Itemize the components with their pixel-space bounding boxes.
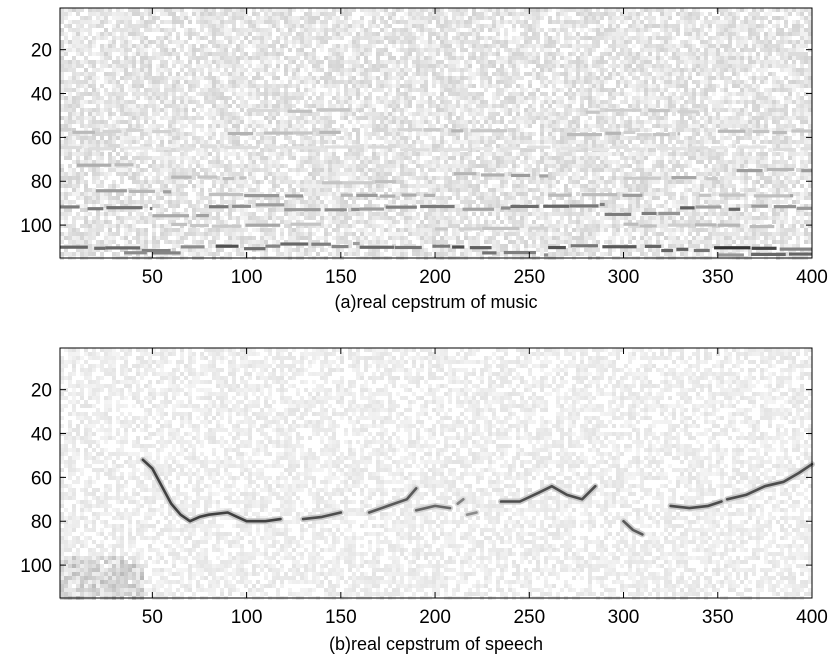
harmonic-band-31 [397, 128, 507, 133]
y-tick-label: 100 [20, 556, 52, 577]
harmonic-band-39 [623, 222, 775, 229]
harmonic-band-21 [548, 193, 643, 197]
harmonic-band-33 [717, 129, 812, 135]
pitch-contour-2 [367, 487, 418, 514]
harmonic-band-27 [623, 176, 718, 181]
harmonic-band-24 [171, 175, 247, 181]
harmonic-band-5 [359, 244, 492, 250]
heatmap-area-music [60, 8, 812, 260]
axis-ticks-speech: 50 100 150 200 250 300 350 400 20 40 60 80 100 [20, 348, 828, 628]
x-tick-label: 350 [702, 607, 734, 628]
harmonic-band-7 [548, 244, 662, 250]
heatmap-area-speech [60, 348, 815, 600]
harmonic-band-0 [60, 245, 106, 250]
harmonic-band-37 [171, 222, 321, 228]
y-tick-label: 20 [31, 41, 52, 62]
x-tick-label: 250 [513, 267, 545, 288]
harmonic-band-22 [698, 193, 794, 198]
pitch-contour-9 [725, 462, 814, 501]
harmonic-band-12 [208, 203, 285, 209]
harmonic-band-8 [661, 246, 812, 253]
x-tick-label: 400 [796, 607, 828, 628]
y-tick-label: 80 [31, 172, 52, 193]
pitch-contour-4 [456, 498, 465, 505]
harmonic-band-26 [453, 172, 549, 178]
harmonic-band-16 [604, 211, 681, 216]
pitch-contour-7 [622, 519, 644, 536]
chart-panel-music: 50 100 150 200 250 300 350 400 20 40 60 80 100 (a)re… [20, 7, 828, 312]
chart-panel-speech: 50 100 150 200 250 300 350 400 20 40 60 80 100 (b)re… [20, 347, 828, 654]
harmonic-band-18 [95, 189, 172, 194]
harmonic-band-20 [340, 193, 436, 198]
x-tick-label: 300 [608, 607, 640, 628]
harmonic-band-2 [124, 251, 181, 255]
harmonic-band-19 [208, 192, 304, 198]
harmonic-band-23 [76, 163, 134, 167]
x-tick-label: 100 [231, 267, 263, 288]
x-tick-label: 200 [419, 267, 451, 288]
x-tick-label: 250 [513, 607, 545, 628]
x-tick-label: 50 [142, 607, 163, 628]
noise-texture [60, 348, 812, 600]
harmonic-band-13 [284, 207, 360, 212]
x-axis-label-speech: (b)real cepstrum of speech [329, 634, 543, 654]
x-tick-label: 50 [142, 267, 163, 288]
harmonic-band-35 [585, 108, 699, 114]
y-tick-label: 20 [31, 381, 52, 402]
x-tick-label: 150 [325, 607, 357, 628]
harmonic-band-28 [736, 167, 812, 173]
harmonic-band-14 [359, 204, 511, 211]
x-tick-label: 150 [325, 267, 357, 288]
harmonic-band-29 [60, 127, 172, 134]
x-tick-label: 400 [796, 267, 828, 288]
harmonic-band-25 [321, 180, 397, 185]
x-tick-label: 300 [608, 267, 640, 288]
harmonic-band-36 [60, 145, 812, 152]
plot-frame-speech [59, 347, 813, 599]
y-tick-label: 80 [31, 512, 52, 533]
y-tick-label: 40 [31, 425, 52, 446]
harmonic-band-38 [435, 226, 549, 231]
pitch-contour-1 [301, 511, 343, 521]
y-tick-label: 40 [31, 85, 52, 106]
x-axis-label-music: (a)real cepstrum of music [334, 292, 537, 312]
harmonic-band-17 [680, 204, 812, 211]
pitch-contour-5 [465, 511, 478, 516]
harmonic-band-30 [227, 130, 341, 136]
noise-texture [60, 8, 812, 260]
harmonic-band-4 [265, 241, 360, 249]
harmonic-band-32 [566, 130, 681, 137]
pitch-contour-0 [141, 458, 282, 523]
harmonic-band-10 [60, 205, 153, 211]
pitch-contour-6 [499, 484, 597, 503]
harmonic-band-9 [717, 252, 812, 257]
x-tick-label: 100 [231, 607, 263, 628]
x-tick-label: 350 [702, 267, 734, 288]
y-tick-label: 60 [31, 468, 52, 489]
x-tick-label: 200 [419, 607, 451, 628]
pitch-contour-8 [669, 500, 723, 510]
harmonic-band-1 [105, 246, 171, 253]
y-tick-label: 60 [31, 128, 52, 149]
plot-frame-music [59, 7, 813, 259]
harmonic-band-15 [510, 202, 605, 209]
harmonic-band-34 [246, 108, 361, 113]
y-tick-label: 100 [20, 216, 52, 237]
harmonic-band-3 [180, 244, 266, 251]
axis-ticks-music: 50 100 150 200 250 300 350 400 20 40 60 80 100 [20, 8, 828, 288]
harmonic-band-11 [152, 213, 209, 218]
harmonic-band-6 [482, 250, 549, 257]
pitch-contour-3 [414, 504, 452, 512]
